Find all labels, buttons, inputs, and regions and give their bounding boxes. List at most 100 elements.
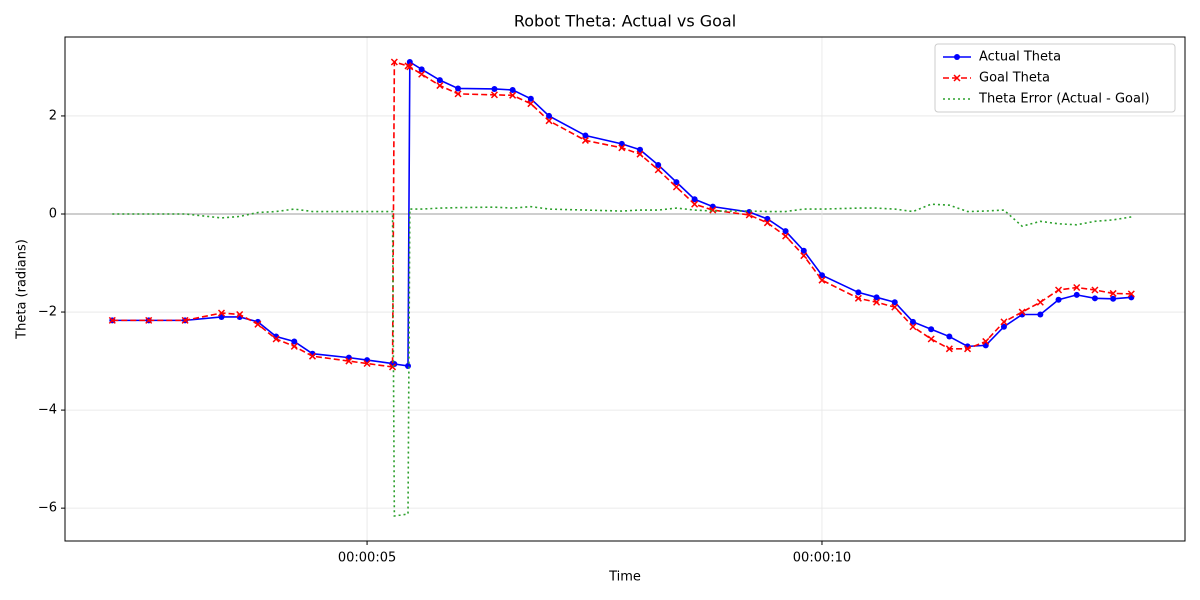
- point: [1000, 323, 1007, 330]
- point: [928, 326, 935, 333]
- point: [1018, 308, 1026, 316]
- point: [436, 77, 443, 84]
- point: [418, 66, 425, 73]
- y-tick-label: 2: [49, 108, 57, 123]
- point: [763, 219, 771, 227]
- point: [691, 200, 699, 208]
- point: [390, 58, 398, 66]
- point: [1036, 298, 1044, 306]
- point: [946, 333, 953, 340]
- point: [1055, 296, 1062, 303]
- point: [1037, 311, 1044, 318]
- point: [854, 294, 862, 302]
- legend-label: Goal Theta: [979, 71, 1050, 86]
- point: [818, 272, 825, 279]
- point: [818, 276, 826, 284]
- point: [909, 318, 916, 325]
- chart-title: Robot Theta: Actual vs Goal: [514, 12, 736, 31]
- point: [1000, 318, 1008, 326]
- point: [1109, 289, 1117, 297]
- x-tick-label: 00:00:05: [338, 551, 396, 566]
- point: [909, 323, 917, 331]
- point: [873, 294, 880, 301]
- point: [509, 86, 516, 93]
- point: [1127, 290, 1135, 298]
- point: [1073, 291, 1080, 298]
- point: [654, 166, 662, 174]
- point: [581, 136, 589, 144]
- point: [527, 100, 535, 108]
- series-line: [112, 60, 1132, 367]
- point: [800, 247, 807, 254]
- point: [217, 309, 226, 317]
- point: [418, 70, 426, 78]
- point: [891, 299, 898, 306]
- legend-marker: [954, 54, 960, 60]
- y-tick-label: −6: [38, 501, 57, 516]
- point: [709, 206, 717, 214]
- point: [891, 303, 899, 311]
- point: [782, 232, 790, 240]
- point: [1091, 295, 1098, 302]
- plot-frame: [64, 36, 1186, 542]
- point: [546, 112, 553, 119]
- x-axis-label: Time: [608, 570, 641, 585]
- point: [745, 211, 753, 219]
- legend-marker: [953, 74, 961, 82]
- point: [945, 345, 953, 353]
- point: [964, 345, 972, 353]
- point: [145, 316, 153, 324]
- point: [636, 150, 644, 158]
- point: [363, 359, 371, 368]
- point: [272, 335, 280, 343]
- point: [455, 85, 462, 92]
- point: [181, 316, 189, 324]
- point: [436, 82, 444, 90]
- y-tick-label: −4: [38, 403, 57, 418]
- point: [236, 310, 244, 319]
- point: [655, 161, 662, 168]
- point: [290, 342, 298, 350]
- legend: Actual Theta Goal Theta Theta Error (Actua…: [934, 43, 1176, 113]
- y-tick-label: 0: [49, 206, 57, 221]
- point: [454, 90, 462, 98]
- point: [855, 289, 862, 296]
- point: [405, 362, 412, 369]
- point: [782, 228, 789, 235]
- point: [1091, 286, 1099, 294]
- point: [1054, 286, 1063, 294]
- point: [254, 320, 262, 328]
- point: [1110, 295, 1117, 302]
- point: [672, 183, 680, 191]
- legend-box: [934, 43, 1176, 113]
- point: [618, 144, 626, 152]
- point: [545, 117, 553, 125]
- point: [491, 85, 498, 92]
- point: [308, 352, 317, 360]
- y-axis-label: Theta (radians): [15, 239, 30, 340]
- point: [637, 146, 644, 153]
- point: [873, 298, 881, 306]
- point: [490, 91, 498, 99]
- point: [345, 357, 353, 365]
- point: [389, 363, 397, 371]
- point: [691, 196, 698, 203]
- point: [1073, 283, 1081, 292]
- point: [406, 63, 414, 71]
- point: [582, 132, 589, 139]
- point: [108, 316, 116, 324]
- point: [291, 338, 298, 345]
- point: [927, 335, 935, 343]
- point: [509, 91, 517, 99]
- point: [982, 337, 990, 345]
- point: [800, 252, 808, 260]
- legend-label: Theta Error (Actual - Goal): [978, 92, 1150, 107]
- series-line: [112, 203, 1132, 517]
- point: [673, 179, 680, 186]
- y-tick-label: −2: [38, 305, 57, 320]
- point: [527, 95, 534, 102]
- series-line: [112, 60, 1132, 368]
- x-tick-label: 00:00:10: [793, 551, 851, 566]
